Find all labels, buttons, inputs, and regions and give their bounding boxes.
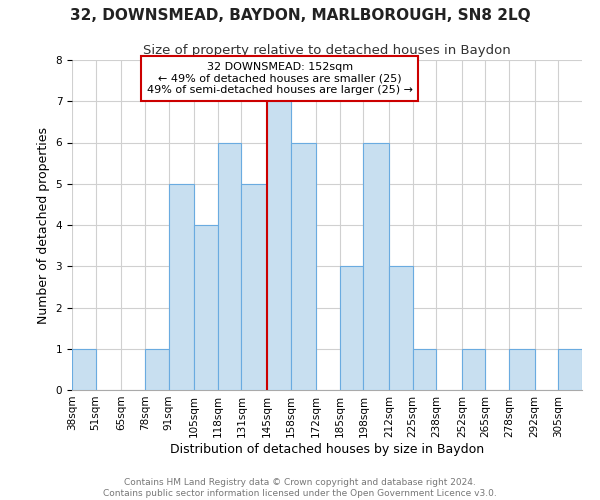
Title: Size of property relative to detached houses in Baydon: Size of property relative to detached ho… (143, 44, 511, 58)
Bar (462, 349, 485, 390)
Bar (559, 349, 582, 390)
Bar (218, 142, 241, 390)
Bar (267, 101, 290, 390)
Bar (509, 349, 535, 390)
Bar (413, 349, 436, 390)
Bar (364, 142, 389, 390)
Bar (241, 184, 267, 390)
Bar (72, 349, 95, 390)
Text: 32, DOWNSMEAD, BAYDON, MARLBOROUGH, SN8 2LQ: 32, DOWNSMEAD, BAYDON, MARLBOROUGH, SN8 … (70, 8, 530, 22)
Text: Contains HM Land Registry data © Crown copyright and database right 2024.
Contai: Contains HM Land Registry data © Crown c… (103, 478, 497, 498)
Bar (340, 266, 364, 390)
Bar (290, 142, 316, 390)
Text: 32 DOWNSMEAD: 152sqm
← 49% of detached houses are smaller (25)
49% of semi-detac: 32 DOWNSMEAD: 152sqm ← 49% of detached h… (146, 62, 413, 95)
Bar (194, 225, 218, 390)
Y-axis label: Number of detached properties: Number of detached properties (37, 126, 50, 324)
Bar (389, 266, 413, 390)
Bar (145, 349, 169, 390)
X-axis label: Distribution of detached houses by size in Baydon: Distribution of detached houses by size … (170, 442, 484, 456)
Bar (169, 184, 194, 390)
